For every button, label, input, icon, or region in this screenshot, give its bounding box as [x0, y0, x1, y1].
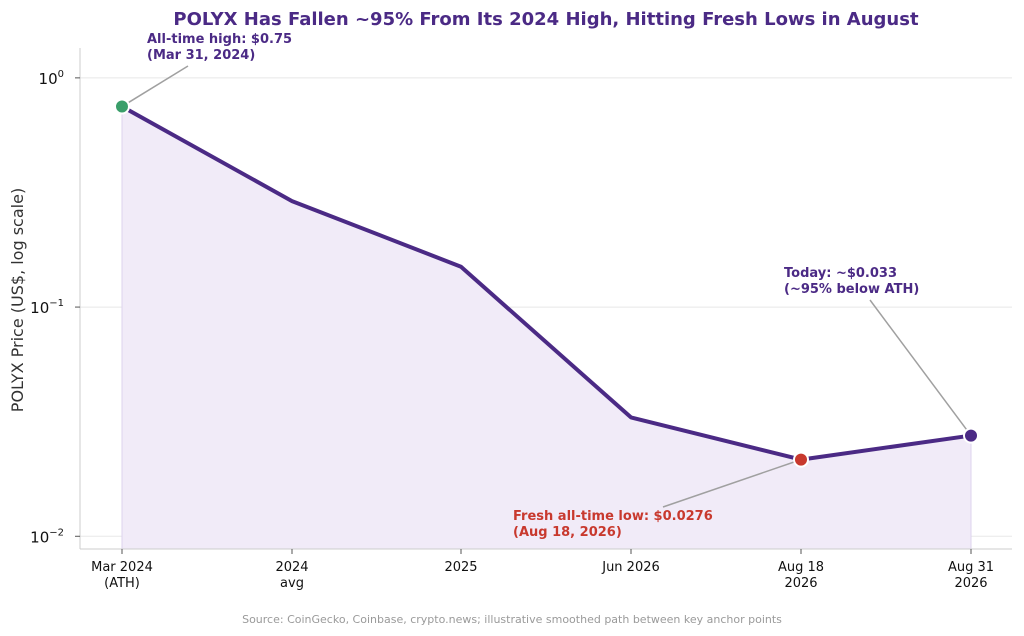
y-tick-label-0: 100 — [39, 69, 64, 88]
series-group — [120, 104, 973, 462]
y-tick-label-1: 10−1 — [30, 298, 64, 317]
x-tick-label-line: (ATH) — [104, 576, 140, 591]
data-points — [114, 98, 979, 468]
y-tick-label-2: 10−2 — [30, 527, 64, 546]
y-tick-exponent: −2 — [49, 527, 64, 538]
x-tick-label-4: Aug 18 2026 — [778, 560, 824, 591]
y-tick-exponent: 0 — [58, 69, 64, 80]
axes — [79, 48, 1012, 550]
annotation-line: (Mar 31, 2024) — [147, 48, 255, 63]
data-point-4 — [793, 451, 809, 468]
x-tick-label-line: Mar 2024 — [91, 560, 153, 575]
data-point-5 — [963, 427, 979, 444]
x-tick-label-5: Aug 31 2026 — [948, 560, 994, 591]
y-axis-label: POLYX Price (US$, log scale) — [8, 188, 27, 412]
x-tick-label-2: 2025 — [444, 560, 477, 575]
x-tick-label-line: 2024 — [275, 560, 308, 575]
x-tick-label-line: 2026 — [784, 576, 817, 591]
y-tick-base: 10 — [30, 528, 49, 546]
annotation-connectors — [121, 65, 972, 508]
annotation-line: (Aug 18, 2026) — [513, 525, 622, 540]
data-point-0 — [114, 98, 130, 115]
x-tick-label-1: 2024 avg — [275, 560, 308, 591]
area-fill — [121, 106, 972, 550]
series-line — [120, 104, 973, 462]
x-tick-label-3: Jun 2026 — [601, 560, 660, 575]
annotations: All-time high: $0.75 (Mar 31, 2024) Fresh … — [147, 32, 919, 540]
area-fill-shape — [122, 106, 971, 550]
y-tick-exponent: −1 — [49, 298, 64, 309]
source-note: Source: CoinGecko, Coinbase, crypto.news… — [242, 613, 782, 626]
annotation-2: Today: ~$0.033 (~95% below ATH) — [784, 266, 919, 297]
x-tick-label-line: avg — [280, 576, 304, 591]
annotation-1: Fresh all-time low: $0.0276 (Aug 18, 2026… — [513, 509, 713, 540]
x-tick-label-line: 2025 — [444, 560, 477, 575]
chart-title: POLYX Has Fallen ~95% From Its 2024 High… — [173, 9, 919, 30]
connector-line-0 — [121, 65, 189, 108]
y-tick-base: 10 — [30, 299, 49, 317]
x-tick-label-line: Aug 31 — [948, 560, 994, 575]
x-tick-label-line: 2026 — [954, 576, 987, 591]
annotation-line: (~95% below ATH) — [784, 282, 919, 297]
x-tick-label-line: Jun 2026 — [601, 560, 660, 575]
connector-line-2 — [869, 299, 972, 437]
y-tick-base: 10 — [39, 70, 58, 88]
annotation-line: Fresh all-time low: $0.0276 — [513, 509, 713, 524]
connector-line-1 — [662, 458, 802, 508]
annotation-0: All-time high: $0.75 (Mar 31, 2024) — [147, 32, 292, 63]
x-tick-label-line: Aug 18 — [778, 560, 824, 575]
x-tick-label-0: Mar 2024 (ATH) — [91, 560, 153, 591]
annotation-line: Today: ~$0.033 — [784, 266, 897, 281]
annotation-line: All-time high: $0.75 — [147, 32, 292, 47]
